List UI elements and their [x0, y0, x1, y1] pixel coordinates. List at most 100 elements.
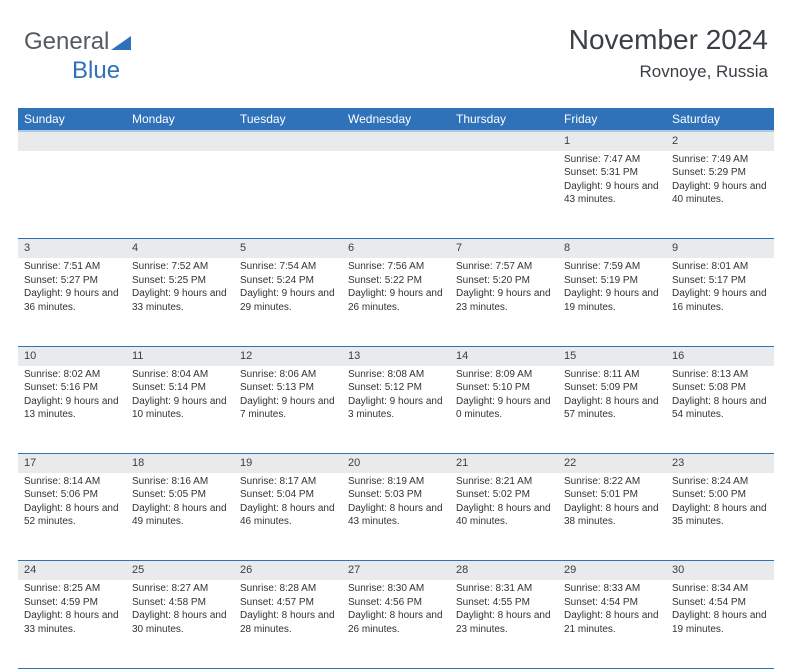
calendar-day-cell: Sunrise: 8:27 AMSunset: 4:58 PMDaylight:…	[126, 580, 234, 668]
sunset-text: Sunset: 5:05 PM	[132, 488, 228, 502]
calendar-day-number: 18	[126, 454, 234, 473]
calendar-day-cell: Sunrise: 8:09 AMSunset: 5:10 PMDaylight:…	[450, 366, 558, 454]
sunset-text: Sunset: 5:24 PM	[240, 274, 336, 288]
daylight-text: Daylight: 8 hours and 43 minutes.	[348, 502, 444, 529]
calendar-header-row: SundayMondayTuesdayWednesdayThursdayFrid…	[18, 108, 774, 131]
sunset-text: Sunset: 5:16 PM	[24, 381, 120, 395]
sunset-text: Sunset: 5:09 PM	[564, 381, 660, 395]
sunset-text: Sunset: 5:01 PM	[564, 488, 660, 502]
sunset-text: Sunset: 5:29 PM	[672, 166, 768, 180]
sunset-text: Sunset: 5:02 PM	[456, 488, 552, 502]
daylight-text: Daylight: 8 hours and 57 minutes.	[564, 395, 660, 422]
calendar-daynum-row: 17181920212223	[18, 454, 774, 473]
daylight-text: Daylight: 8 hours and 35 minutes.	[672, 502, 768, 529]
daylight-text: Daylight: 8 hours and 21 minutes.	[564, 609, 660, 636]
calendar-header-cell: Sunday	[18, 108, 126, 131]
calendar-day-number: 24	[18, 561, 126, 580]
daylight-text: Daylight: 8 hours and 54 minutes.	[672, 395, 768, 422]
sunset-text: Sunset: 5:04 PM	[240, 488, 336, 502]
calendar-day-number: 14	[450, 346, 558, 365]
calendar-day-cell: Sunrise: 8:13 AMSunset: 5:08 PMDaylight:…	[666, 366, 774, 454]
sunrise-text: Sunrise: 8:22 AM	[564, 475, 660, 489]
sunrise-text: Sunrise: 8:34 AM	[672, 582, 768, 596]
day-info: Sunrise: 8:04 AMSunset: 5:14 PMDaylight:…	[126, 366, 234, 428]
sunset-text: Sunset: 5:25 PM	[132, 274, 228, 288]
calendar-day-number	[234, 131, 342, 151]
logo-triangle-icon	[111, 29, 131, 57]
calendar-day-cell: Sunrise: 8:21 AMSunset: 5:02 PMDaylight:…	[450, 473, 558, 561]
calendar-day-number: 9	[666, 239, 774, 258]
calendar-daynum-row: 24252627282930	[18, 561, 774, 580]
calendar-day-number: 30	[666, 561, 774, 580]
daylight-text: Daylight: 9 hours and 33 minutes.	[132, 287, 228, 314]
sunrise-text: Sunrise: 7:47 AM	[564, 153, 660, 167]
day-info: Sunrise: 7:51 AMSunset: 5:27 PMDaylight:…	[18, 258, 126, 320]
sunset-text: Sunset: 4:56 PM	[348, 596, 444, 610]
calendar-day-cell: Sunrise: 7:51 AMSunset: 5:27 PMDaylight:…	[18, 258, 126, 346]
calendar-day-number: 12	[234, 346, 342, 365]
day-info: Sunrise: 8:31 AMSunset: 4:55 PMDaylight:…	[450, 580, 558, 642]
daylight-text: Daylight: 8 hours and 49 minutes.	[132, 502, 228, 529]
daylight-text: Daylight: 8 hours and 33 minutes.	[24, 609, 120, 636]
calendar-day-number: 5	[234, 239, 342, 258]
calendar-day-number: 27	[342, 561, 450, 580]
day-info: Sunrise: 7:59 AMSunset: 5:19 PMDaylight:…	[558, 258, 666, 320]
day-info: Sunrise: 8:13 AMSunset: 5:08 PMDaylight:…	[666, 366, 774, 428]
calendar-day-cell: Sunrise: 7:49 AMSunset: 5:29 PMDaylight:…	[666, 151, 774, 239]
daylight-text: Daylight: 9 hours and 36 minutes.	[24, 287, 120, 314]
daylight-text: Daylight: 8 hours and 30 minutes.	[132, 609, 228, 636]
calendar-day-cell: Sunrise: 8:19 AMSunset: 5:03 PMDaylight:…	[342, 473, 450, 561]
calendar-day-number	[342, 131, 450, 151]
sunset-text: Sunset: 4:55 PM	[456, 596, 552, 610]
calendar-day-cell	[18, 151, 126, 239]
sunset-text: Sunset: 5:03 PM	[348, 488, 444, 502]
calendar-day-cell: Sunrise: 8:30 AMSunset: 4:56 PMDaylight:…	[342, 580, 450, 668]
calendar-day-cell	[234, 151, 342, 239]
sunrise-text: Sunrise: 8:19 AM	[348, 475, 444, 489]
calendar-day-number: 3	[18, 239, 126, 258]
calendar-day-number: 19	[234, 454, 342, 473]
sunrise-text: Sunrise: 8:24 AM	[672, 475, 768, 489]
sunset-text: Sunset: 5:13 PM	[240, 381, 336, 395]
calendar-day-cell: Sunrise: 8:24 AMSunset: 5:00 PMDaylight:…	[666, 473, 774, 561]
sunset-text: Sunset: 5:06 PM	[24, 488, 120, 502]
sunset-text: Sunset: 5:20 PM	[456, 274, 552, 288]
daylight-text: Daylight: 9 hours and 7 minutes.	[240, 395, 336, 422]
calendar-day-number: 26	[234, 561, 342, 580]
sunrise-text: Sunrise: 8:30 AM	[348, 582, 444, 596]
sunrise-text: Sunrise: 8:21 AM	[456, 475, 552, 489]
daylight-text: Daylight: 9 hours and 29 minutes.	[240, 287, 336, 314]
calendar-header-cell: Monday	[126, 108, 234, 131]
calendar-daynum-row: 12	[18, 131, 774, 151]
logo: General Blue	[24, 28, 131, 85]
sunrise-text: Sunrise: 7:51 AM	[24, 260, 120, 274]
daylight-text: Daylight: 8 hours and 40 minutes.	[456, 502, 552, 529]
sunset-text: Sunset: 5:27 PM	[24, 274, 120, 288]
calendar-day-cell: Sunrise: 7:52 AMSunset: 5:25 PMDaylight:…	[126, 258, 234, 346]
calendar-day-cell: Sunrise: 8:06 AMSunset: 5:13 PMDaylight:…	[234, 366, 342, 454]
calendar-day-number: 1	[558, 131, 666, 151]
sunrise-text: Sunrise: 8:33 AM	[564, 582, 660, 596]
sunrise-text: Sunrise: 8:11 AM	[564, 368, 660, 382]
sunrise-text: Sunrise: 8:02 AM	[24, 368, 120, 382]
sunrise-text: Sunrise: 7:57 AM	[456, 260, 552, 274]
sunset-text: Sunset: 5:10 PM	[456, 381, 552, 395]
calendar-day-cell: Sunrise: 8:01 AMSunset: 5:17 PMDaylight:…	[666, 258, 774, 346]
location-subtitle: Rovnoye, Russia	[569, 62, 768, 82]
calendar-day-number: 4	[126, 239, 234, 258]
calendar-day-number: 29	[558, 561, 666, 580]
calendar-week-row: Sunrise: 8:25 AMSunset: 4:59 PMDaylight:…	[18, 580, 774, 668]
daylight-text: Daylight: 9 hours and 43 minutes.	[564, 180, 660, 207]
daylight-text: Daylight: 8 hours and 19 minutes.	[672, 609, 768, 636]
sunset-text: Sunset: 5:22 PM	[348, 274, 444, 288]
day-info: Sunrise: 8:21 AMSunset: 5:02 PMDaylight:…	[450, 473, 558, 535]
sunrise-text: Sunrise: 7:56 AM	[348, 260, 444, 274]
daylight-text: Daylight: 9 hours and 26 minutes.	[348, 287, 444, 314]
day-info: Sunrise: 8:19 AMSunset: 5:03 PMDaylight:…	[342, 473, 450, 535]
day-info: Sunrise: 8:30 AMSunset: 4:56 PMDaylight:…	[342, 580, 450, 642]
daylight-text: Daylight: 8 hours and 52 minutes.	[24, 502, 120, 529]
day-info: Sunrise: 8:16 AMSunset: 5:05 PMDaylight:…	[126, 473, 234, 535]
calendar-day-number	[450, 131, 558, 151]
sunrise-text: Sunrise: 8:25 AM	[24, 582, 120, 596]
calendar-day-cell: Sunrise: 8:33 AMSunset: 4:54 PMDaylight:…	[558, 580, 666, 668]
